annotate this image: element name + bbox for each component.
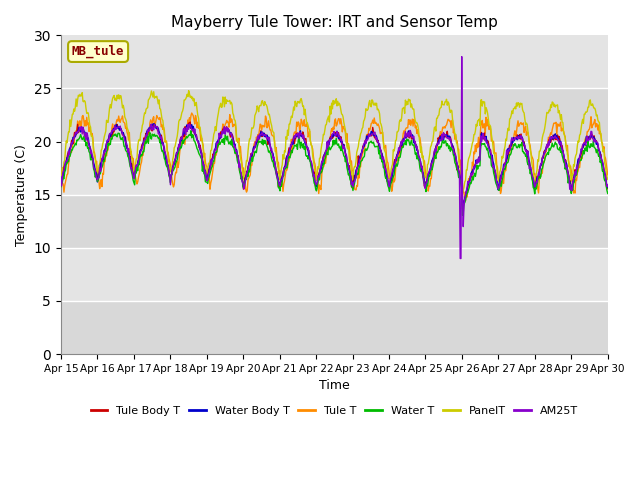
Y-axis label: Temperature (C): Temperature (C) (15, 144, 28, 246)
Title: Mayberry Tule Tower: IRT and Sensor Temp: Mayberry Tule Tower: IRT and Sensor Temp (171, 15, 498, 30)
Bar (61, 301, 608, 354)
Bar (61, 195, 608, 248)
Bar (61, 142, 608, 195)
Bar (61, 36, 608, 88)
Legend: Tule Body T, Water Body T, Tule T, Water T, PanelT, AM25T: Tule Body T, Water Body T, Tule T, Water… (86, 401, 582, 420)
Bar (61, 88, 608, 142)
Bar (61, 248, 608, 301)
X-axis label: Time: Time (319, 379, 349, 392)
Text: MB_tule: MB_tule (72, 45, 124, 58)
